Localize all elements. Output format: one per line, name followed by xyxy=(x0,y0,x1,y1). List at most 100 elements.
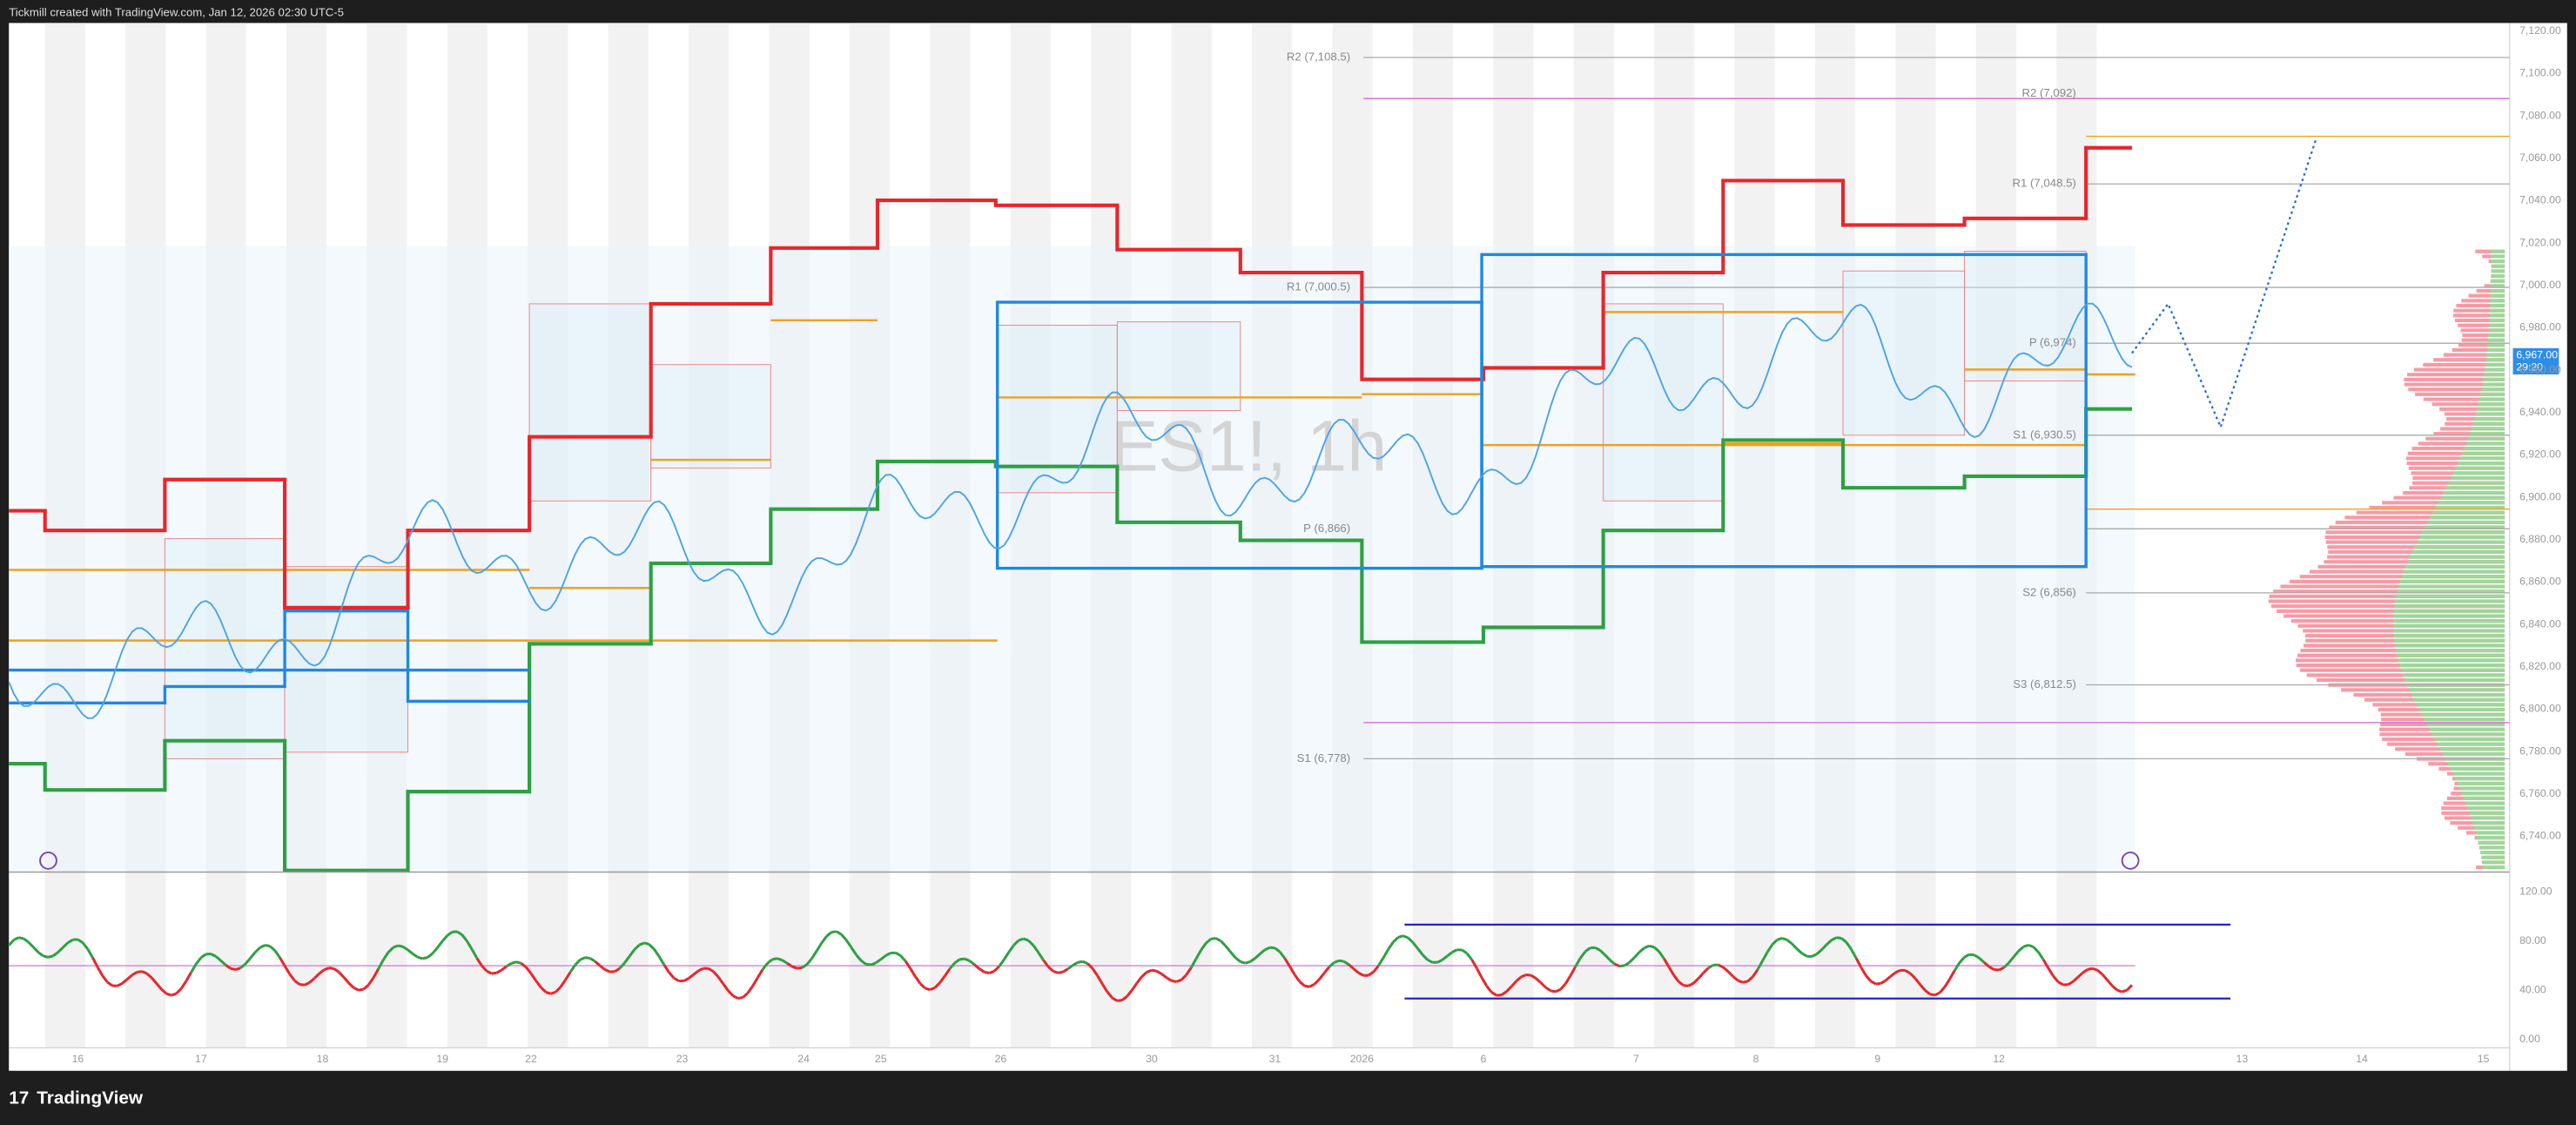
rsi-line xyxy=(909,967,917,978)
session-icon[interactable] xyxy=(39,851,57,870)
rsi-line xyxy=(707,967,715,973)
rsi-line xyxy=(1781,937,1788,941)
rsi-line xyxy=(367,977,375,987)
volume-buy xyxy=(2482,860,2505,865)
rsi-line xyxy=(797,967,803,970)
rsi-line xyxy=(836,930,843,936)
volume-buy xyxy=(2491,264,2505,268)
rsi-line xyxy=(219,959,227,967)
volume-buy xyxy=(2477,407,2505,411)
rsi-line xyxy=(692,969,700,976)
rsi-line xyxy=(904,960,911,970)
volume-sell xyxy=(2443,353,2505,357)
rsi-line xyxy=(742,992,749,999)
rsi-line xyxy=(1397,934,1403,939)
rsi-line xyxy=(1032,945,1040,953)
volume-buy xyxy=(2424,717,2505,722)
rsi-line xyxy=(1530,973,1537,980)
session-box xyxy=(650,364,771,469)
rsi-line xyxy=(1407,936,1414,944)
volume-buy xyxy=(2457,781,2505,785)
rsi-line xyxy=(1870,980,1877,986)
rsi-line xyxy=(589,957,596,963)
volume-sell xyxy=(2415,392,2505,396)
rsi-line xyxy=(1624,960,1631,967)
rsi-line xyxy=(2122,988,2128,994)
volume-buy xyxy=(2398,584,2505,589)
rsi-line xyxy=(1672,974,1680,983)
time-axis-label: 16 xyxy=(72,1053,84,1065)
rsi-line xyxy=(1240,960,1246,965)
rsi-line xyxy=(1880,979,1887,985)
rsi-line xyxy=(1919,983,1927,992)
rsi-line xyxy=(1357,972,1364,977)
rsi-axis-label: 120.00 xyxy=(2519,885,2552,897)
volume-buy xyxy=(2478,845,2505,850)
rsi-line xyxy=(1746,975,1754,983)
rsi-line xyxy=(1815,948,1823,955)
volume-sell xyxy=(2406,461,2505,466)
volume-buy xyxy=(2491,279,2505,283)
support-line xyxy=(9,407,2132,872)
rsi-line xyxy=(393,944,399,949)
rsi-line xyxy=(1058,970,1064,974)
volume-buy xyxy=(2483,377,2505,381)
rsi-line xyxy=(2017,945,2025,953)
volume-buy xyxy=(2403,673,2505,677)
rsi-line xyxy=(984,970,990,975)
rsi-line xyxy=(1988,965,1995,971)
rsi-line xyxy=(1658,950,1665,960)
rsi-line xyxy=(1146,968,1153,973)
rsi-line xyxy=(633,943,641,951)
price-axis-label: 7,080.00 xyxy=(2519,109,2561,121)
pivot-label: R2 (7,108.5) xyxy=(1287,50,1350,63)
rsi-line xyxy=(1042,959,1050,968)
volume-buy xyxy=(2393,634,2505,638)
rsi-line xyxy=(1214,937,1221,942)
rsi-line xyxy=(235,967,241,972)
rsi-line xyxy=(594,960,602,967)
session-icon[interactable] xyxy=(2121,851,2140,870)
rsi-line xyxy=(27,941,35,949)
rsi-line xyxy=(1978,957,1986,964)
rsi-line xyxy=(1376,957,1385,967)
volume-buy xyxy=(2485,367,2505,372)
volume-sell xyxy=(2431,402,2505,407)
rsi-line xyxy=(372,968,380,979)
volume-sell xyxy=(2324,535,2505,540)
volume-buy xyxy=(2459,456,2505,461)
price-axis-label: 7,040.00 xyxy=(2519,194,2561,206)
volume-buy xyxy=(2464,447,2505,451)
rsi-line xyxy=(1264,946,1271,952)
volume-buy xyxy=(2467,436,2505,441)
volume-buy xyxy=(2487,343,2505,347)
rsi-line xyxy=(1416,947,1424,956)
rsi-line xyxy=(1427,958,1434,964)
time-axis-label: 25 xyxy=(875,1053,887,1065)
volume-sell xyxy=(2268,599,2505,603)
rsi-line xyxy=(850,946,858,956)
rsi-line xyxy=(244,957,252,966)
price-axis-label: 6,960.00 xyxy=(2519,363,2561,375)
rsi-line xyxy=(1278,951,1286,960)
volume-sell xyxy=(2452,313,2505,318)
rsi-line xyxy=(786,962,793,968)
rsi-line xyxy=(338,971,346,979)
rsi-line xyxy=(52,951,59,957)
time-axis-label: 22 xyxy=(525,1053,537,1065)
rsi-line xyxy=(318,968,326,975)
rsi-line xyxy=(481,965,488,973)
volume-sell xyxy=(2270,604,2505,609)
volume-buy xyxy=(2435,505,2505,510)
volume-buy xyxy=(2465,441,2505,446)
rsi-line xyxy=(1791,942,1799,950)
chart-drawings xyxy=(8,57,2510,1002)
rsi-line xyxy=(1539,981,1547,989)
rsi-line xyxy=(1392,936,1399,944)
rsi-line xyxy=(673,976,680,982)
volume-buy xyxy=(2409,688,2505,692)
rsi-line xyxy=(1929,993,1935,997)
volume-sell xyxy=(2475,249,2505,253)
rsi-line xyxy=(716,975,724,985)
session-box xyxy=(1842,270,1966,436)
